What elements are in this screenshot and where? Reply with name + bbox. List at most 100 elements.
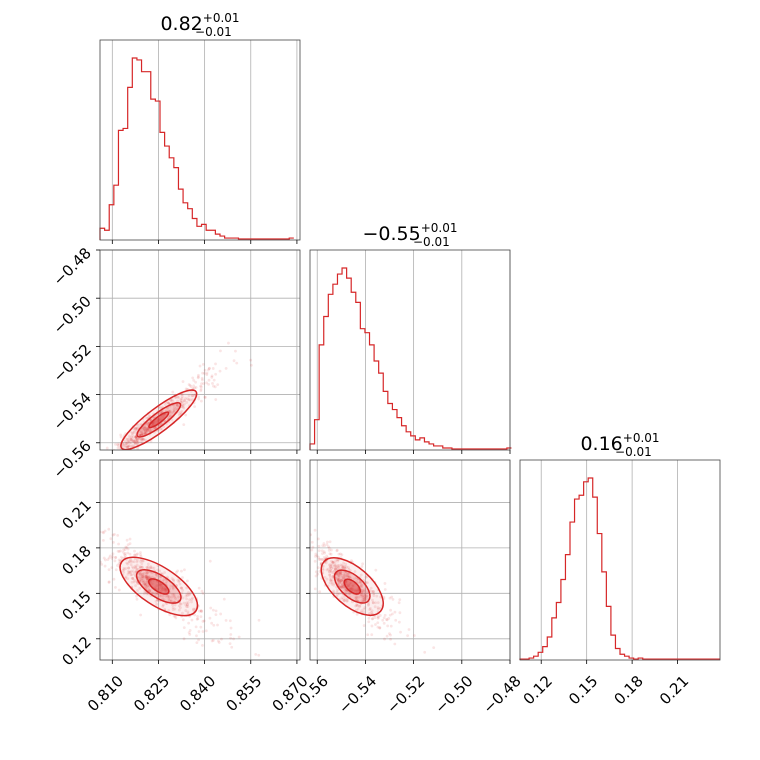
sample-point [171,603,175,607]
sample-point [135,437,138,441]
sample-point [171,587,175,591]
sample-point [211,382,214,385]
sample-point [171,608,175,612]
sample-point [365,590,369,594]
sample-point [191,596,194,600]
sample-point [157,583,161,587]
sample-point [144,574,148,578]
sample-point [112,577,116,581]
sample-point [313,528,317,532]
sample-point [139,560,142,563]
sample-point [131,565,134,569]
gridlines [316,250,511,450]
sample-point [350,588,354,591]
sample-point [201,362,205,366]
sample-point [363,597,367,601]
sample-point [330,583,334,586]
sample-point [334,567,337,571]
y-tick-label: −0.50 [50,292,95,337]
sample-point [123,551,127,555]
sample-point [126,437,130,441]
sample-point [125,442,128,445]
sample-point [335,590,339,594]
sample-point [156,588,160,591]
sample-point [364,575,368,579]
panel-frame [99,459,301,661]
sample-point [176,404,179,408]
sample-point [128,537,132,541]
sample-point [69,480,72,483]
sample-point [340,575,344,579]
sample-point [136,441,140,445]
sample-point [200,382,203,386]
sample-point [125,546,129,550]
sample-point [158,575,162,579]
sample-point [327,570,331,574]
sample-point [157,417,161,420]
sample-point [156,418,160,422]
sample-point [134,442,137,446]
sample-point [135,553,139,557]
sample-point [173,595,177,599]
sample-point [339,570,342,574]
sample-point [196,614,199,618]
sample-point [146,577,150,581]
sample-point [173,607,177,611]
sample-point [139,572,143,576]
sample-point [185,586,189,590]
sample-point [145,575,149,579]
sample-point [359,573,363,577]
sample-point [342,576,345,579]
sample-point [389,633,392,637]
sample-point [167,599,171,603]
sample-point [131,457,134,460]
sample-point [160,427,164,431]
sample-point [183,568,186,572]
sample-point [367,616,371,620]
sample-point [117,562,121,566]
sample-point [97,549,100,552]
sample-point [132,570,135,574]
density-contour [343,578,362,595]
sample-point [216,383,220,387]
sample-point [143,425,147,428]
sample-point [179,606,182,610]
sample-point [197,375,200,379]
sample-point [224,618,228,622]
sample-point [125,445,129,449]
sample-point [331,561,335,565]
sample-point [122,566,126,570]
sample-point [135,558,139,562]
sample-point [343,567,347,570]
sample-point [129,445,133,449]
sample-point [237,635,241,639]
sample-point [346,584,350,588]
sample-point [347,584,351,588]
sample-point [131,439,135,442]
sample-point [172,579,176,583]
sample-point [376,601,380,605]
sample-point [195,617,199,621]
sample-point [134,435,138,439]
sample-point [107,568,111,572]
sample-point [136,440,140,444]
sample-point [385,618,389,622]
sample-point [159,589,163,593]
sample-point [119,549,122,553]
sample-point [321,564,325,568]
sample-point [127,439,130,443]
sample-point [145,592,149,596]
sample-point [340,573,344,577]
sample-point [155,584,159,588]
sample-point [382,616,386,620]
sample-point [145,585,148,589]
sample-point [406,634,410,638]
sample-point [339,572,342,576]
sample-point [337,567,340,570]
sample-point [135,436,139,440]
sample-point [145,580,148,584]
sample-point [132,572,136,576]
sample-point [382,595,386,599]
sample-point [160,586,164,589]
sample-point [143,427,147,431]
